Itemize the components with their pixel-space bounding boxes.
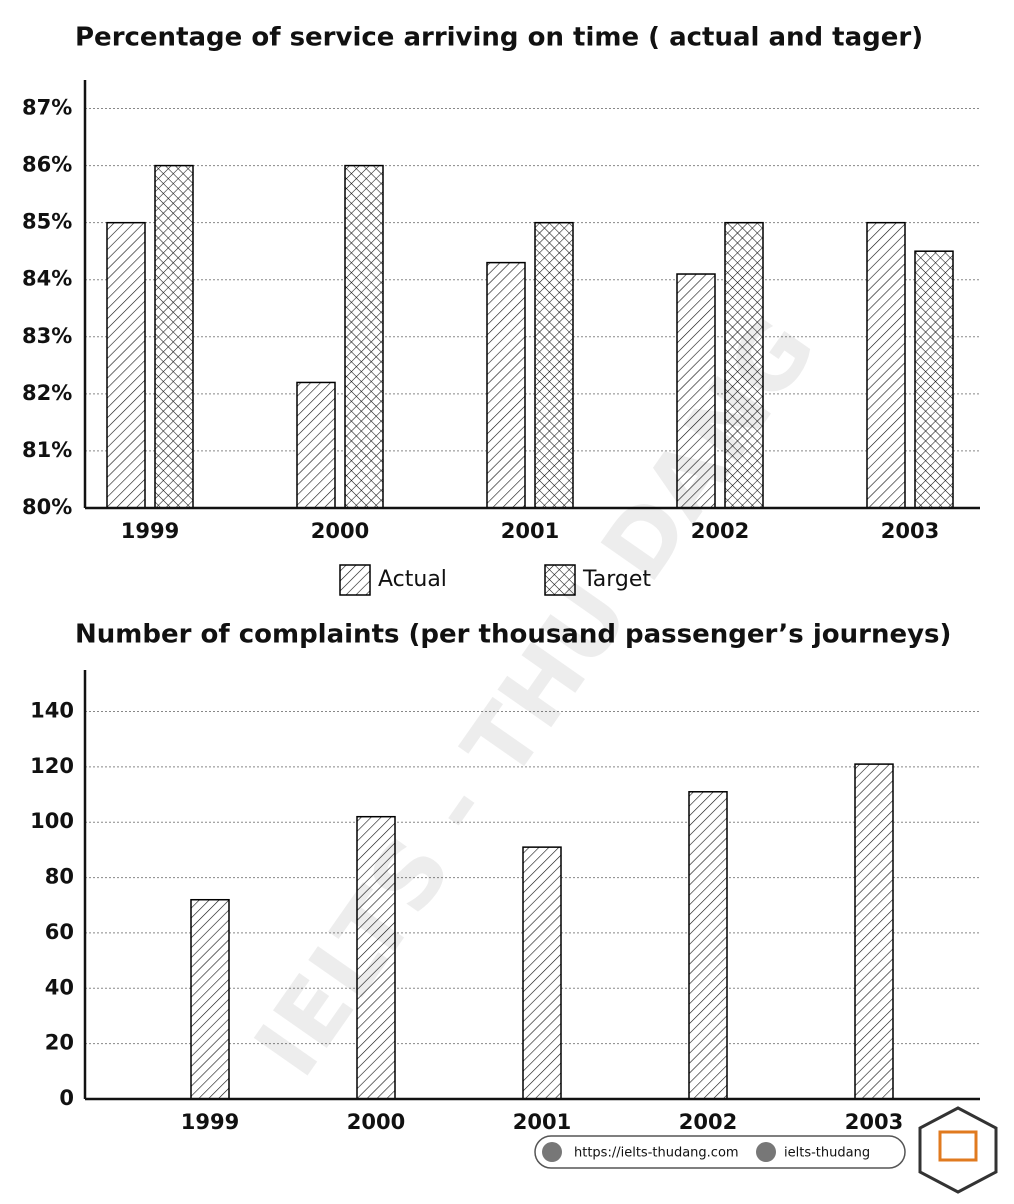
- bar: [724, 221, 764, 509]
- y-tick-label: 80: [45, 865, 74, 889]
- bar: [866, 221, 906, 509]
- bar: [688, 791, 728, 1100]
- bar: [154, 164, 194, 509]
- footer-pill: [534, 1135, 906, 1169]
- y-tick-label: 83%: [22, 324, 72, 348]
- y-tick-label: 60: [45, 920, 74, 944]
- bar: [914, 250, 954, 509]
- x-tick-label: 2001: [501, 519, 559, 543]
- legend-label: Target: [582, 567, 651, 592]
- x-tick-label: 2000: [347, 1110, 405, 1134]
- x-tick-label: 1999: [121, 519, 179, 543]
- footer: https://ielts-thudang.com ielts-thudang: [534, 1106, 998, 1194]
- y-tick-label: 20: [45, 1031, 74, 1055]
- website: https://ielts-thudang.com: [574, 1146, 739, 1161]
- bar: [534, 221, 574, 509]
- legend-swatch: [544, 564, 576, 596]
- y-tick-label: 140: [30, 699, 74, 723]
- y-tick-label: 85%: [22, 210, 72, 234]
- legend-label: Actual: [378, 567, 447, 592]
- y-tick-label: 87%: [22, 96, 72, 120]
- chart-title: Number of complaints (per thousand passe…: [75, 620, 951, 650]
- x-tick-label: 1999: [181, 1110, 239, 1134]
- bar: [486, 261, 526, 509]
- bar: [344, 164, 384, 509]
- bar: [106, 221, 146, 509]
- bar: [296, 381, 336, 509]
- x-tick-label: 2003: [881, 519, 939, 543]
- y-tick-label: 100: [30, 809, 74, 833]
- y-tick-label: 84%: [22, 267, 72, 291]
- y-tick-label: 120: [30, 754, 74, 778]
- x-tick-label: 2000: [311, 519, 369, 543]
- y-tick-label: 82%: [22, 381, 72, 405]
- legend-swatch: [339, 564, 371, 596]
- x-tick-label: 2003: [845, 1110, 903, 1134]
- x-tick-label: 2002: [679, 1110, 737, 1134]
- bar: [190, 898, 230, 1100]
- bar: [522, 846, 562, 1100]
- facebook: ielts-thudang: [784, 1146, 870, 1161]
- y-tick-label: 40: [45, 975, 74, 999]
- x-tick-label: 2001: [513, 1110, 571, 1134]
- fb-icon: [756, 1142, 776, 1162]
- y-tick-label: 80%: [22, 495, 72, 519]
- y-tick-label: 86%: [22, 153, 72, 177]
- y-tick-label: 81%: [22, 438, 72, 462]
- y-tick-label: 0: [59, 1086, 74, 1110]
- web-icon: [542, 1142, 562, 1162]
- logo-book: [938, 1130, 978, 1162]
- bar: [854, 763, 894, 1100]
- logo: [918, 1106, 998, 1194]
- chart-title: Percentage of service arriving on time (…: [75, 23, 923, 53]
- x-tick-label: 2002: [691, 519, 749, 543]
